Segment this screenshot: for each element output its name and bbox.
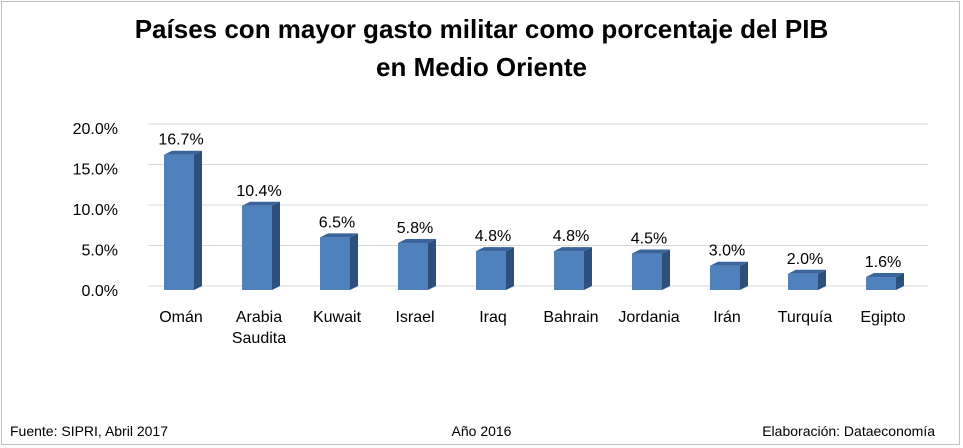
x-tick-label: Irán: [713, 309, 741, 326]
x-tick-label: Omán: [159, 309, 203, 326]
x-tick-label: Turquía: [778, 309, 833, 326]
data-label: 4.8%: [475, 228, 511, 245]
x-tick-label: Bahrain: [543, 309, 598, 326]
year-note: Año 2016: [451, 423, 512, 439]
bar-top: [164, 150, 202, 155]
y-tick-label: 5.0%: [82, 243, 118, 260]
bar: [632, 253, 662, 290]
data-label: 10.4%: [236, 183, 281, 200]
bar-side: [506, 247, 514, 290]
bar-top: [476, 247, 514, 252]
x-tick-label: Kuwait: [313, 309, 362, 326]
y-tick-label: 15.0%: [73, 162, 118, 179]
x-tick-label: Egipto: [860, 309, 905, 326]
bar-side: [896, 273, 904, 290]
bar-side: [584, 247, 592, 290]
data-label: 3.0%: [709, 243, 745, 260]
bar-side: [350, 233, 358, 290]
data-label: 1.6%: [865, 254, 901, 271]
bar-top: [320, 233, 358, 238]
bar-side: [428, 239, 436, 290]
x-tick-label: Jordania: [618, 309, 679, 326]
bar-side: [272, 201, 280, 290]
bar-chart: 0.0% 5.0% 10.0% 15.0% 20.0% 16.7% Omán 10.4% Ara…: [73, 121, 928, 347]
bar-side: [194, 150, 202, 290]
bar: [710, 265, 740, 290]
bar-side: [740, 261, 748, 290]
bar: [866, 277, 896, 290]
bar-top: [632, 249, 670, 254]
y-tick-label: 0.0%: [82, 283, 118, 300]
bar: [476, 251, 506, 290]
source-note: Fuente: SIPRI, Abril 2017: [10, 423, 168, 439]
bar-top: [242, 201, 280, 206]
data-label: 5.8%: [397, 220, 433, 237]
data-label: 16.7%: [158, 132, 203, 149]
x-tick-label: Saudita: [232, 330, 286, 347]
bar-top: [398, 239, 436, 244]
x-tick-label: Israel: [395, 309, 434, 326]
bar: [398, 243, 428, 290]
bar: [242, 205, 272, 290]
bar-top: [866, 273, 904, 278]
chart-title-line-2: en Medio Oriente: [376, 52, 587, 82]
data-label: 4.5%: [631, 231, 667, 248]
bar-side: [662, 249, 670, 290]
bar: [788, 273, 818, 290]
bar: [554, 251, 584, 290]
y-tick-label: 20.0%: [73, 121, 118, 138]
bar: [320, 237, 350, 290]
y-tick-label: 10.0%: [73, 202, 118, 219]
bar-top: [554, 247, 592, 252]
x-tick-label: Iraq: [479, 309, 507, 326]
bar-top: [788, 269, 826, 274]
credit-note: Elaboración: Dataeconomía: [762, 423, 935, 439]
bar-side: [818, 269, 826, 290]
data-label: 6.5%: [319, 214, 355, 231]
bar-top: [710, 261, 748, 266]
data-label: 2.0%: [787, 251, 823, 268]
data-label: 4.8%: [553, 228, 589, 245]
chart-title-line-1: Países con mayor gasto militar como porc…: [134, 14, 829, 44]
x-tick-label: Arabia: [236, 309, 282, 326]
bar: [164, 154, 194, 290]
